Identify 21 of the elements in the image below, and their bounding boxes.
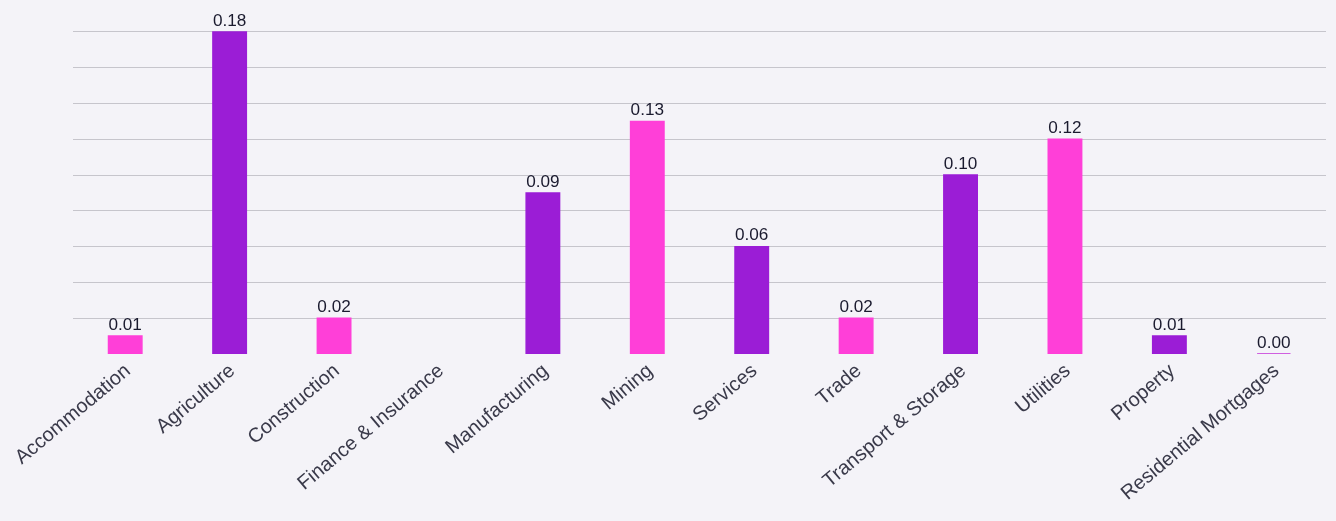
bar [629,120,665,354]
bar [838,317,874,354]
bar [1047,138,1083,354]
data-label: 0.01 [108,313,142,334]
data-label: 0.06 [735,224,769,245]
data-label: 0.00 [1257,331,1291,352]
bar [734,245,770,354]
data-label: 0.12 [1048,117,1082,138]
data-label: 0.01 [1152,313,1187,334]
data-label: 0.13 [630,99,664,120]
data-label: 0.02 [317,295,351,316]
bar [316,317,352,354]
bar [943,174,978,354]
bar [212,31,248,354]
bar [525,192,561,354]
data-label: 0.18 [212,9,247,30]
data-label: 0.10 [943,152,978,173]
bar [107,335,143,354]
bar [1151,335,1187,354]
data-label: 0.09 [526,170,560,191]
data-label: 0.02 [839,295,873,316]
